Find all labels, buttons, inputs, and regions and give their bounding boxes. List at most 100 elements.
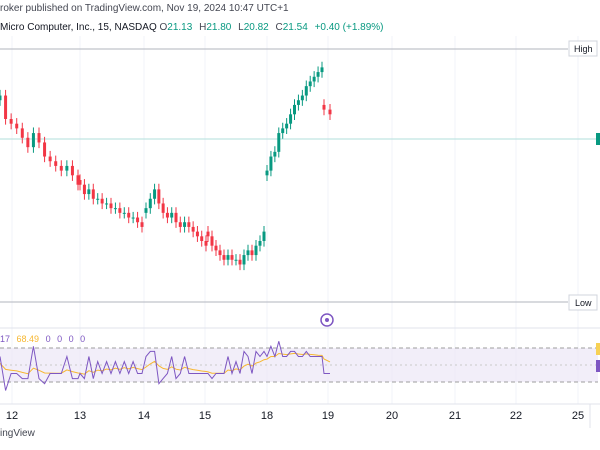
candle-body [269,156,273,171]
rsi-zero-1: 0 [45,334,51,344]
candle-body [170,212,174,218]
candle-body [206,231,210,237]
last-price-tag [596,133,600,145]
candle-body [20,128,24,138]
candle-body [222,255,226,260]
candle-body [87,189,91,195]
candle-body [250,250,254,256]
change-value: +0.40 (+1.89%) [314,22,384,33]
high-level-tag [568,40,598,57]
candle-body [234,259,238,261]
candle-body [226,255,230,260]
candle-body [96,198,100,200]
candle-body [0,95,2,101]
rsi-legend: 17 68.49 0 0 0 0 [0,334,89,344]
high-value: 21.80 [206,22,232,33]
candle-body [277,133,281,152]
candle-body [238,259,242,265]
rsi-zero-3: 0 [68,334,74,344]
chart-header: roker published on TradingView.com, Nov … [0,0,600,34]
rsi-value-tag [596,360,600,372]
candle-body [100,198,104,204]
x-tick-label: 20 [386,410,398,422]
candle-body [136,217,140,223]
candle-body [26,137,30,148]
candle-body [308,81,312,87]
rsi-value: 68.49 [16,334,40,344]
rsi-ma-tag [596,343,600,355]
rsi-length: 17 [0,334,11,344]
candle-body [300,95,304,101]
candle-body [78,180,82,185]
candle-body [148,198,152,209]
open-label: O [159,22,168,33]
candle-body [131,217,135,219]
candle-body [258,241,262,246]
candle-body [246,250,250,256]
rsi-zero-4: 0 [80,334,86,344]
candle-body [127,212,131,218]
candle-body [254,245,258,256]
chart-grid [11,36,579,404]
low-label: L [238,22,244,33]
high-label: H [199,22,207,33]
rsi-line [0,341,330,391]
candle-body [15,123,19,129]
candle-body [65,165,69,171]
rsi-band-fill [0,348,598,382]
candle-body [54,161,58,166]
candle-body [165,212,169,218]
candle-body [48,156,52,162]
candle-body [109,203,113,209]
candle-body [195,231,199,237]
candle-body [312,76,316,82]
low-level-label: Low [575,298,592,308]
plus-marker-dot [325,318,329,322]
candle-body [4,95,8,119]
candle-body [200,236,204,241]
candle-body [210,236,214,246]
candle-body [144,208,148,213]
close-value: 21.54 [282,22,308,33]
candle-body [183,222,187,227]
candle-body [76,175,80,185]
candle-body [265,170,269,176]
candle-body [118,208,122,213]
candle-body [289,114,293,124]
symbol-ohlc-line: Micro Computer, Inc., 15, NASDAQ O21.13 … [0,22,388,33]
high-level-label: High [574,44,593,54]
rsi-zero-2: 0 [57,334,63,344]
low-value: 20.82 [243,22,269,33]
candle-body [242,255,246,265]
x-tick-label: 21 [449,410,461,422]
candle-body [153,189,157,199]
candle-body [281,128,285,134]
x-tick-label: 19 [322,410,334,422]
candle-body [70,165,74,176]
time-axis-ticks: 12 13 14 15 18 19 20 21 22 25 [6,410,584,422]
x-tick-label: 22 [510,410,522,422]
candle-body [59,165,63,171]
close-label: C [275,22,283,33]
candle-body [91,189,95,199]
candle-body [187,222,191,227]
x-tick-label: 25 [572,410,584,422]
candle-body [214,245,218,251]
candle-body [157,189,161,204]
candlestick-series [0,61,332,271]
candle-body [296,100,300,105]
candle-body [82,184,86,195]
candle-body [105,203,109,205]
x-tick-label: 18 [261,410,273,422]
candle-body [9,119,13,124]
candle-body [122,212,126,214]
candle-body [178,222,182,227]
x-tick-label: 13 [74,410,86,422]
candle-body [43,142,47,157]
candle-body [293,104,296,115]
candle-body [204,241,208,246]
candle-body [37,133,41,143]
candle-body [174,212,178,223]
candle-body [273,151,277,157]
